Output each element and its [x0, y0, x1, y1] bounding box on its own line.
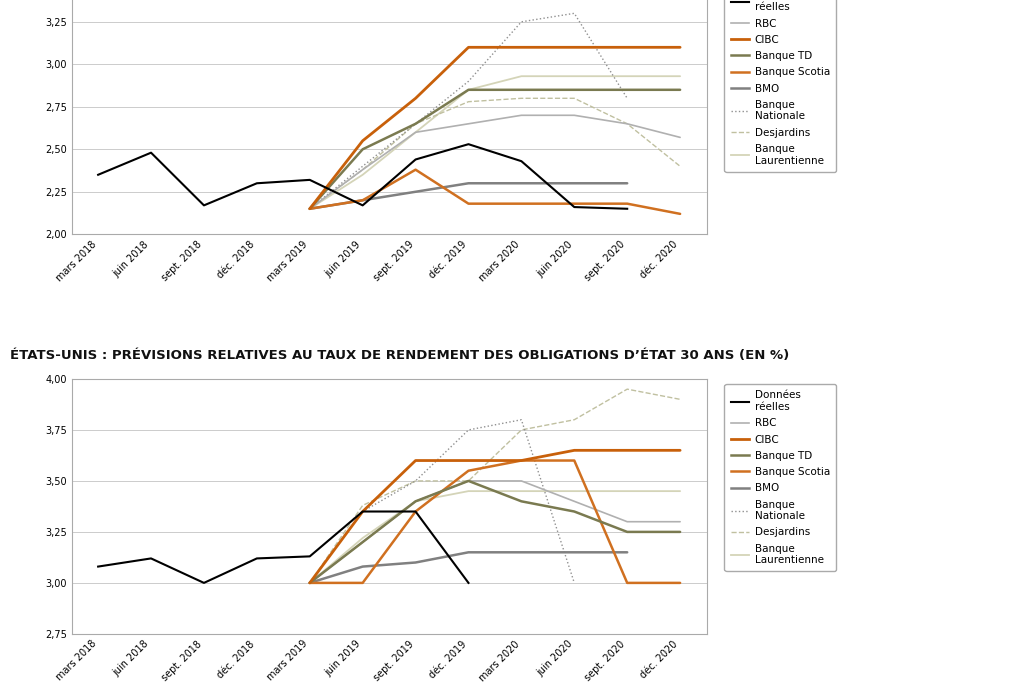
Legend: Données
réelles, RBC, CIBC, Banque TD, Banque Scotia, BMO, Banque
Nationale, Des: Données réelles, RBC, CIBC, Banque TD, B… — [724, 384, 837, 571]
Text: ÉTATS-UNIS : PRÉVISIONS RELATIVES AU TAUX DE RENDEMENT DES OBLIGATIONS D’ÉTAT 30: ÉTATS-UNIS : PRÉVISIONS RELATIVES AU TAU… — [10, 349, 790, 362]
Legend: Données
réelles, RBC, CIBC, Banque TD, Banque Scotia, BMO, Banque
Nationale, Des: Données réelles, RBC, CIBC, Banque TD, B… — [724, 0, 837, 172]
